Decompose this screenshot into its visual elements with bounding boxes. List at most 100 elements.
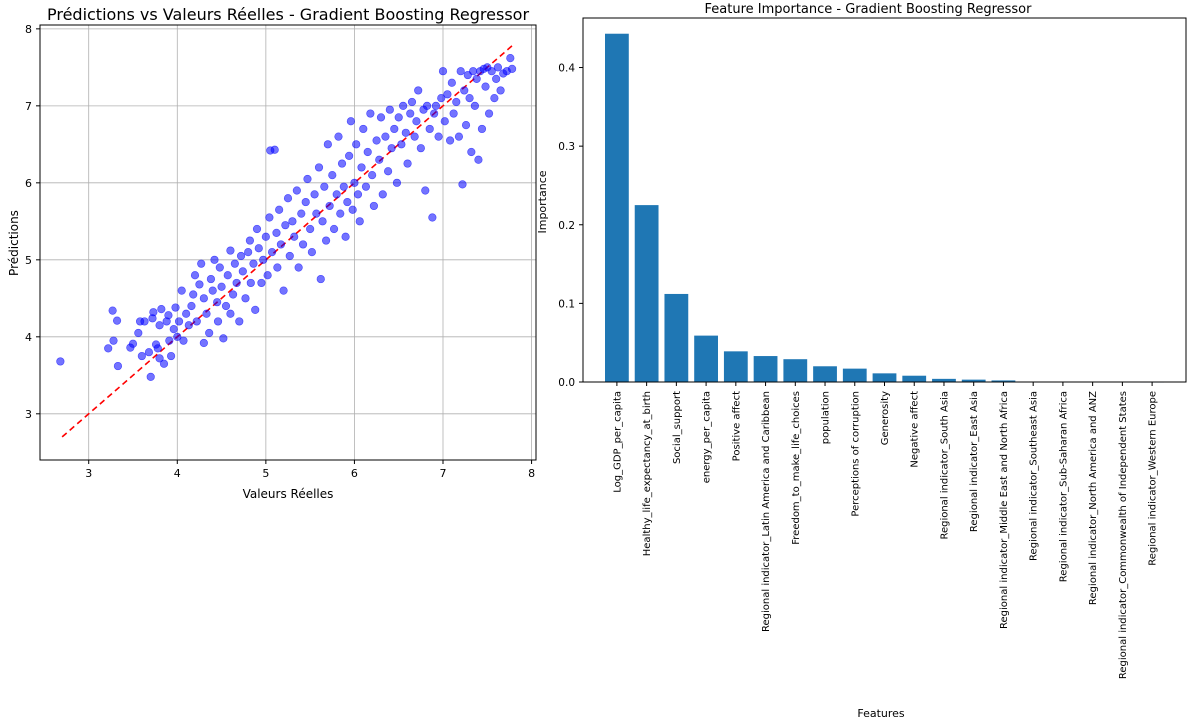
scatter-point [144,348,154,357]
scatter-point [507,64,517,73]
scatter-point [285,251,294,261]
scatter-point [325,201,334,211]
scatter-point [283,194,293,203]
scatter-point [205,328,214,338]
bar-x-label: Features [857,707,905,720]
scatter-point [348,205,357,214]
scatter-x-tick-label: 7 [440,467,447,480]
scatter-point [252,224,262,234]
scatter-point [251,305,260,314]
scatter-point [428,213,437,222]
scatter-x-tick-label: 6 [351,467,358,480]
scatter-point [108,306,117,315]
bar-category-label: energy_per_capita [702,391,713,483]
scatter-point [246,278,255,288]
scatter-point [276,240,286,249]
bar-category-label: Perceptions of corruption [850,391,861,517]
bar-category-label: Regional indicator_Southeast Asia [1029,391,1040,561]
bar-category-label: Freedom_to_make_life_choices [791,391,802,545]
scatter-point [339,182,348,191]
scatter-point [422,101,432,110]
scatter-point [226,309,235,318]
scatter-point [454,132,464,141]
scatter-point [288,217,297,226]
scatter-point [414,86,423,95]
scatter-point [206,274,216,284]
bar [842,368,867,382]
bar-category-label: Generosity [880,391,891,445]
scatter-point [290,232,299,241]
scatter-point [112,316,122,325]
scatter-point [223,271,232,280]
scatter-point [492,74,501,83]
scatter-point [357,163,366,172]
scatter-point [410,132,419,141]
bar-y-ticks: 0.0 0.1 0.2 0.3 0.4 [558,63,583,389]
scatter-point [310,190,319,199]
scatter-point [363,147,372,157]
scatter-point [385,105,394,114]
scatter-point [369,201,379,211]
scatter-point [226,246,235,255]
scatter-point [390,124,399,134]
scatter-point [265,213,274,222]
scatter-point [134,328,143,338]
bar-category-label: Regional indicator_Middle East and North… [999,391,1010,629]
scatter-point [378,190,387,199]
scatter-point [401,128,410,137]
scatter-point [449,109,458,118]
scatter-point [165,336,174,345]
scatter-point [312,209,321,218]
scatter-point [359,124,368,134]
bar-chart: Feature Importance - Gradient Boosting R… [536,2,1187,720]
scatter-point [217,282,226,291]
scatter-point [272,228,281,237]
scatter-point [481,82,490,91]
scatter-point [298,240,308,249]
scatter-point [263,271,272,280]
scatter-point [314,163,324,172]
bar [991,380,1016,382]
scatter-point [392,178,402,187]
scatter-point [166,351,176,361]
bar-category-label: Positive affect [731,391,742,461]
scatter-point [438,67,448,76]
scatter-point [387,144,396,153]
scatter-point [493,63,503,72]
scatter-x-tick-label: 5 [262,467,269,480]
bar [813,366,837,382]
scatter-point [397,140,406,149]
scatter-point [169,325,178,334]
bar [723,351,748,382]
scatter-point [465,94,474,103]
scatter-x-ticks: 3 4 5 6 7 8 [85,460,535,480]
scatter-y-ticks: 3 4 5 6 7 8 [25,23,40,421]
scatter-point [425,124,434,134]
scatter-point [303,174,312,184]
scatter-point [195,280,204,289]
scatter-point [421,186,430,195]
scatter-frame [39,24,537,461]
scatter-point [177,286,186,295]
bar-y-tick-label: 0.0 [558,377,575,389]
scatter-point [192,317,201,326]
scatter-y-tick-label: 7 [25,100,32,113]
bar-category-label: Healthy_life_expectancy_at_birth [642,391,653,556]
scatter-point [189,290,198,299]
scatter-point [445,136,455,145]
scatter-point [210,255,219,264]
bar [932,378,956,382]
scatter-point [332,190,341,199]
scatter-point [155,354,164,363]
scatter-point [245,236,255,245]
bar [872,373,897,382]
scatter-x-tick-label: 4 [174,467,181,480]
scatter-point [292,186,301,195]
scatter-point [412,117,421,126]
scatter-point [155,321,164,330]
scatter-point [113,361,123,371]
scatter-point [353,190,363,199]
bar [694,335,718,382]
scatter-point [128,339,138,348]
scatter-point [430,109,439,118]
